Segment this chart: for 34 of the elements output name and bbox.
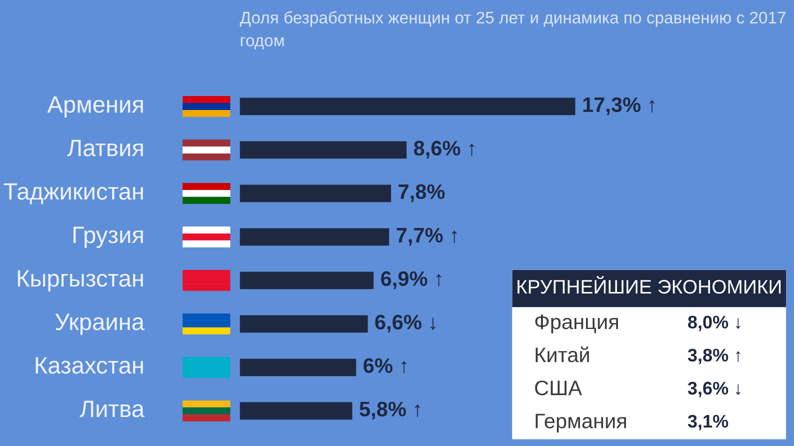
y-tick-label: Латвия xyxy=(67,140,143,156)
data-label: 8,6% ↑ xyxy=(414,140,474,159)
bar xyxy=(240,141,407,159)
y-tick-label: Литва xyxy=(80,400,145,418)
bar xyxy=(240,402,352,420)
y-tick-label: Украина xyxy=(55,314,145,335)
chart-title: Доля безработных женщин от 25 лет и динамика по сравнению с 2017 годом xyxy=(240,11,786,50)
data-label: 7,7% ↑ xyxy=(396,228,457,246)
data-label: 6,6% ↓ xyxy=(375,314,436,333)
bar xyxy=(240,272,374,290)
data-label: 6,9% ↑ xyxy=(381,271,442,290)
y-tick-label: Таджикистан xyxy=(4,183,143,204)
y-tick-label: Грузия xyxy=(74,226,143,248)
text: 3,8% ↑ xyxy=(688,348,740,364)
bar xyxy=(240,184,392,202)
text: 3,1% xyxy=(688,414,728,430)
category-label: Китай xyxy=(536,346,589,362)
text: 3,6% ↓ xyxy=(688,382,740,398)
y-tick-label: Кыргызстан xyxy=(18,270,143,292)
text: КРУПНЕЙШИЕ ЭКОНОМИКИ xyxy=(518,276,781,294)
data-label: 7,8% xyxy=(398,184,445,202)
data-label: 6% ↑ xyxy=(364,358,406,374)
data-label: 17,3% ↑ xyxy=(583,97,654,116)
category-label: Германия xyxy=(536,414,626,432)
category-label: США xyxy=(535,380,582,396)
text: 8,0% ↓ xyxy=(688,316,740,332)
bar xyxy=(240,315,368,333)
data-label: 5,8% ↑ xyxy=(360,402,420,420)
bar xyxy=(240,358,356,376)
bar xyxy=(240,228,390,246)
y-tick-label: Казахстан xyxy=(36,357,143,374)
y-tick-label: Армения xyxy=(47,96,143,118)
bar xyxy=(240,98,576,116)
category-label: Франция xyxy=(535,314,618,334)
